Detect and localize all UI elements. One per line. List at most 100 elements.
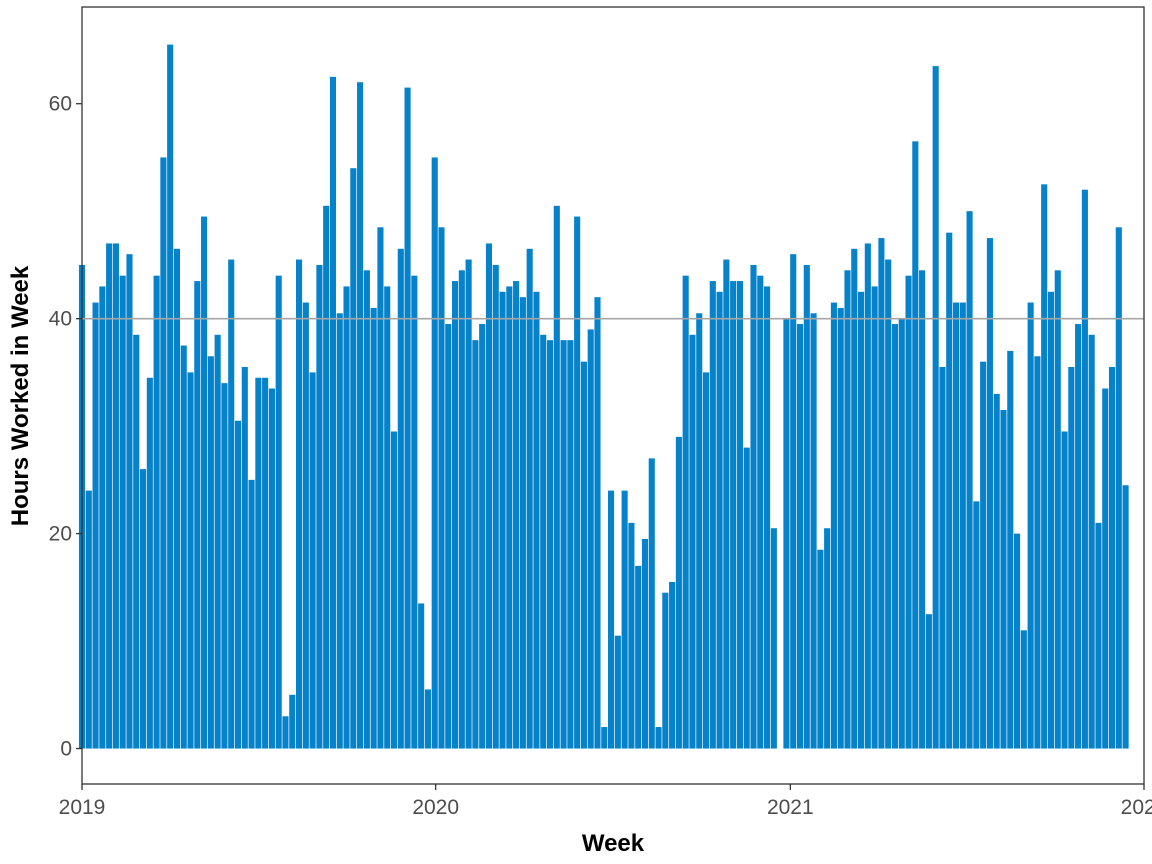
bar-54 xyxy=(445,324,452,749)
bar-38 xyxy=(336,313,343,749)
x-tick-label-2022: 2022 xyxy=(1121,796,1152,819)
bar-134 xyxy=(993,393,1000,749)
bar-118 xyxy=(885,259,892,749)
bar-149 xyxy=(1095,522,1102,749)
bar-102 xyxy=(770,528,777,749)
bar-28 xyxy=(268,388,275,749)
bar-19 xyxy=(207,356,214,749)
bar-113 xyxy=(851,248,858,749)
bar-114 xyxy=(858,291,865,749)
bar-7 xyxy=(126,254,133,749)
bar-63 xyxy=(506,286,513,749)
bar-45 xyxy=(384,286,391,749)
bar-39 xyxy=(343,286,350,749)
bar-104 xyxy=(790,254,797,749)
bar-56 xyxy=(458,270,465,749)
bar-49 xyxy=(411,275,418,749)
bar-98 xyxy=(743,447,750,749)
bar-153 xyxy=(1122,485,1129,749)
bar-121 xyxy=(905,275,912,749)
bar-70 xyxy=(553,205,560,749)
y-tick-label-0: 0 xyxy=(60,738,72,761)
bar-122 xyxy=(912,141,919,749)
bar-65 xyxy=(519,297,526,749)
plot-border xyxy=(81,6,1145,785)
bar-41 xyxy=(357,82,364,749)
bar-143 xyxy=(1054,270,1061,749)
bar-146 xyxy=(1075,324,1082,749)
bar-111 xyxy=(837,307,844,749)
bar-80 xyxy=(621,490,628,749)
bar-139 xyxy=(1027,302,1034,749)
bar-14 xyxy=(173,248,181,749)
bar-34 xyxy=(309,372,316,749)
bar-137 xyxy=(1014,533,1021,749)
bar-142 xyxy=(1047,291,1055,749)
bar-27 xyxy=(262,377,269,749)
bar-11 xyxy=(153,275,160,749)
bar-81 xyxy=(628,522,635,749)
bar-31 xyxy=(289,694,296,749)
bar-123 xyxy=(919,270,926,749)
bar-133 xyxy=(986,238,993,749)
bar-75 xyxy=(587,329,594,749)
bar-62 xyxy=(499,291,506,749)
bar-89 xyxy=(682,275,689,749)
bar-72 xyxy=(567,340,574,749)
bar-105 xyxy=(796,324,804,749)
y-tick-label-20: 20 xyxy=(49,523,72,546)
bar-22 xyxy=(228,259,235,749)
bar-35 xyxy=(316,264,323,749)
bar-126 xyxy=(939,367,946,749)
bar-17 xyxy=(194,281,201,749)
bar-131 xyxy=(973,501,980,749)
bar-99 xyxy=(750,264,757,749)
bar-135 xyxy=(1000,410,1007,749)
bar-30 xyxy=(282,716,289,749)
bar-12 xyxy=(160,157,167,749)
bar-6 xyxy=(119,275,126,749)
bar-18 xyxy=(201,216,208,749)
bar-52 xyxy=(431,157,438,749)
bar-140 xyxy=(1034,356,1041,749)
bar-50 xyxy=(418,603,425,749)
y-tick-label-40: 40 xyxy=(49,308,72,331)
bar-87 xyxy=(669,581,676,749)
bar-24 xyxy=(241,367,248,749)
bar-16 xyxy=(187,372,194,749)
bar-2 xyxy=(92,302,99,749)
bar-136 xyxy=(1007,350,1014,749)
bar-129 xyxy=(959,302,966,749)
bar-103 xyxy=(783,318,790,749)
bar-120 xyxy=(898,318,905,749)
bar-46 xyxy=(390,431,398,749)
bar-67 xyxy=(533,291,540,749)
bar-84 xyxy=(648,458,655,749)
x-tick-label-2020: 2020 xyxy=(412,796,459,819)
bar-151 xyxy=(1108,367,1116,749)
bar-82 xyxy=(635,565,642,749)
bar-100 xyxy=(757,275,764,749)
bar-74 xyxy=(580,361,587,749)
bar-77 xyxy=(601,727,608,749)
bar-97 xyxy=(736,281,743,749)
bar-61 xyxy=(492,264,499,749)
y-axis-title: Hours Worked in Week xyxy=(7,265,34,526)
bar-110 xyxy=(830,302,837,749)
bar-145 xyxy=(1068,367,1075,749)
bar-144 xyxy=(1061,431,1068,749)
bar-124 xyxy=(925,614,932,749)
bar-101 xyxy=(764,286,771,749)
bar-5 xyxy=(112,243,119,749)
bar-141 xyxy=(1041,184,1048,749)
bar-73 xyxy=(574,216,581,749)
bar-48 xyxy=(404,87,411,749)
bar-130 xyxy=(966,211,973,749)
bar-112 xyxy=(844,270,851,749)
bar-138 xyxy=(1020,630,1027,749)
bar-53 xyxy=(438,227,445,749)
bar-9 xyxy=(139,469,147,749)
bar-42 xyxy=(363,270,370,749)
bar-119 xyxy=(891,324,899,749)
